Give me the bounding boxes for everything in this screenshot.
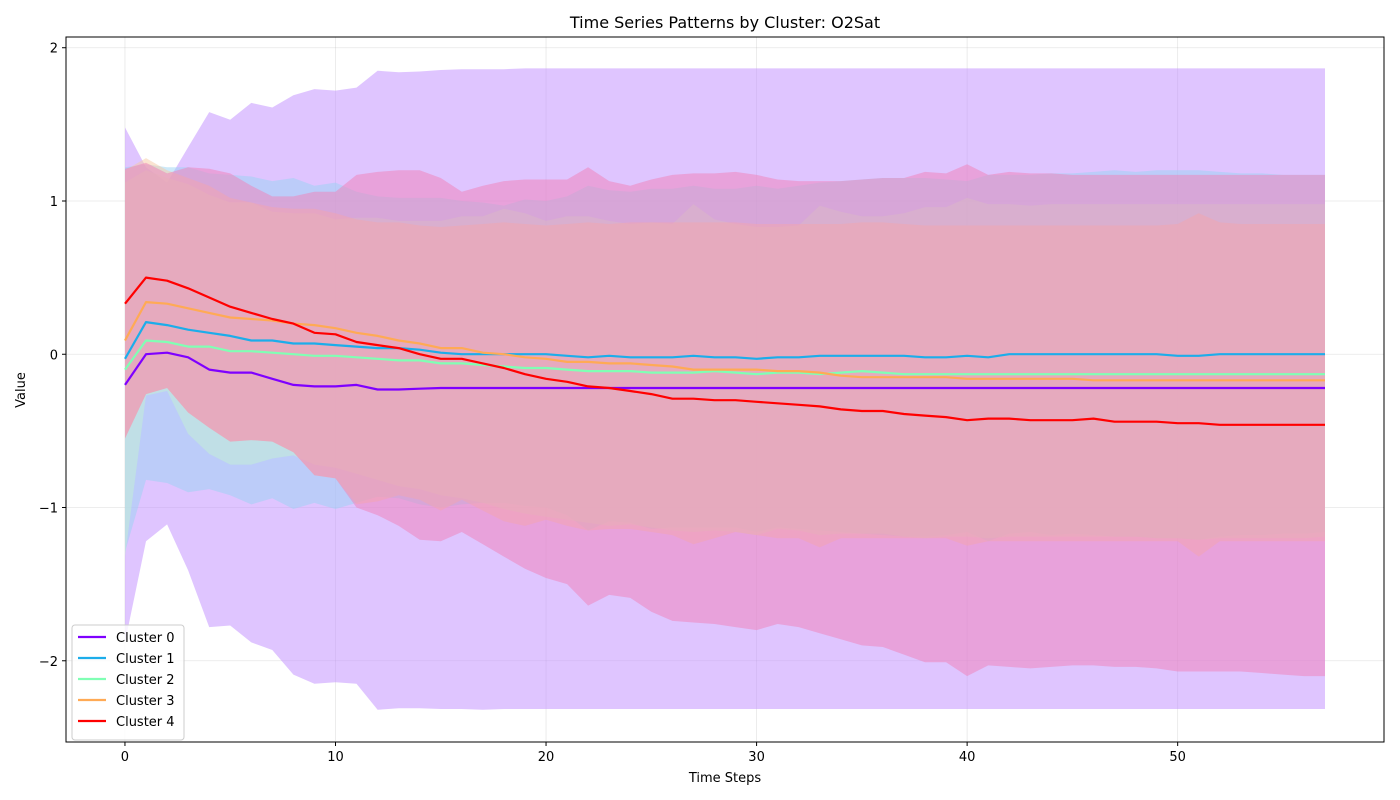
legend-label: Cluster 2	[116, 673, 175, 688]
legend-label: Cluster 1	[116, 652, 175, 667]
series-lines	[124, 276, 1325, 426]
series-line-cluster-3	[124, 301, 1325, 382]
x-tick-label: 10	[327, 750, 344, 765]
legend-item: Cluster 2	[78, 673, 175, 688]
chart-title: Time Series Patterns by Cluster: O2Sat	[569, 13, 880, 32]
x-tick-label: 0	[121, 750, 129, 765]
legend-item: Cluster 3	[78, 694, 175, 709]
legend-label: Cluster 0	[116, 631, 175, 646]
y-tick-label: 2	[50, 42, 58, 57]
legend-item: Cluster 0	[78, 631, 175, 646]
series-line-cluster-0	[124, 351, 1325, 391]
y-tick-label: −2	[39, 655, 58, 670]
x-axis-label: Time Steps	[688, 771, 762, 786]
y-tick-label: −1	[39, 502, 58, 517]
x-tick-label: 30	[748, 750, 765, 765]
series-line-cluster-4	[124, 276, 1325, 426]
x-tick-label: 50	[1169, 750, 1186, 765]
legend-box	[71, 624, 185, 741]
x-tick-label: 20	[538, 750, 555, 765]
legend-item: Cluster 4	[78, 715, 175, 730]
series-line-cluster-2	[124, 339, 1325, 376]
x-tick-label: 40	[959, 750, 976, 765]
std-band-cluster-4	[125, 162, 1325, 677]
legend: Cluster 0 Cluster 1 Cluster 2 Cluster 3 Clus…	[71, 624, 185, 741]
axis-ticks: 0 10 20 30 40 50 −2 −1 0 1 2	[39, 42, 1186, 765]
legend-label: Cluster 4	[116, 715, 175, 730]
y-axis-label: Value	[14, 372, 29, 408]
plot-frame	[65, 36, 1385, 743]
legend-label: Cluster 3	[116, 694, 175, 709]
legend-item: Cluster 1	[78, 652, 175, 667]
y-tick-label: 0	[50, 348, 58, 363]
series-line-cluster-1	[124, 321, 1325, 360]
y-tick-label: 1	[50, 195, 58, 210]
